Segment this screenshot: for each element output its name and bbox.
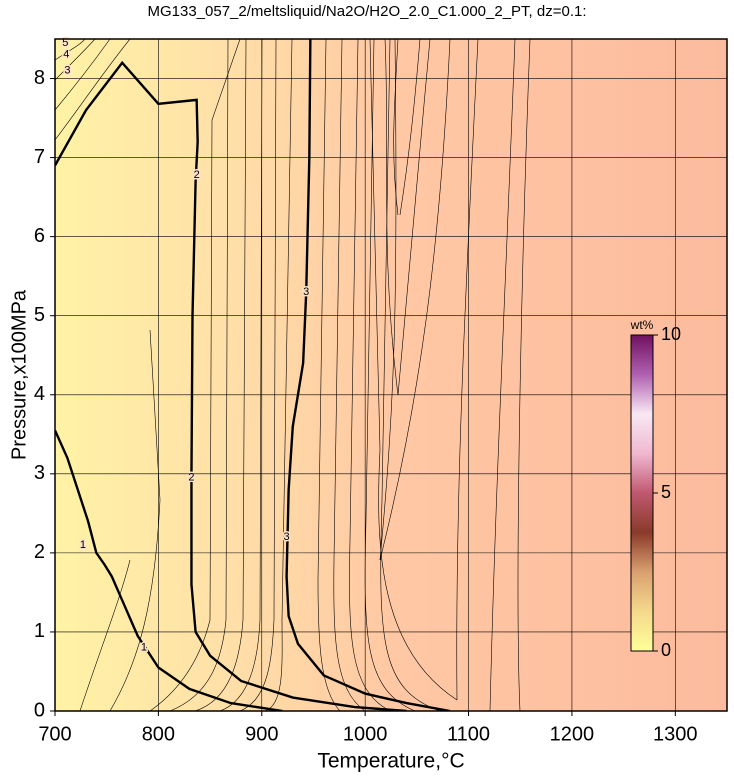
minor-contour: [149, 39, 241, 711]
contour-label: 1: [141, 642, 147, 654]
minor-contour: [264, 39, 293, 711]
minor-contour: [169, 39, 229, 711]
colorbar-label: wt%: [630, 318, 654, 332]
x-tick-label: 800: [142, 723, 175, 745]
minor-contour: [79, 559, 131, 711]
y-tick-label: 6: [34, 225, 45, 247]
y-tick-label: 5: [34, 304, 45, 326]
y-tick-label: 4: [34, 383, 45, 405]
contour-label: 2: [194, 169, 200, 181]
minor-contour: [55, 39, 131, 141]
x-tick-label: 1100: [447, 723, 490, 745]
minor-contour: [384, 39, 399, 396]
colorbar-tick-label: 5: [661, 482, 671, 502]
y-tick-label: 8: [34, 67, 45, 89]
contour-label: 2: [188, 472, 194, 484]
minor-contour: [333, 39, 366, 711]
minor-contour: [349, 39, 391, 711]
chart-title: MG133_057_2/meltsliquid/Na2O/H2O_2.0_C1.…: [147, 3, 586, 20]
x-axis-label: Temperature,°C: [317, 750, 464, 773]
x-tick-label: 1200: [550, 723, 595, 745]
y-tick-label: 1: [34, 620, 45, 642]
minor-contour: [369, 39, 458, 701]
contour-line: [55, 429, 283, 711]
minor-contour: [219, 39, 263, 711]
contour-label: 5: [62, 37, 68, 49]
y-axis-label: Pressure,x100MPa: [8, 289, 30, 460]
y-tick-label: 3: [34, 462, 45, 484]
contour-label: 3: [64, 65, 70, 77]
contour-label: 3: [303, 286, 309, 298]
colorbar: [630, 334, 654, 652]
minor-contour: [456, 39, 479, 701]
minor-contour: [380, 39, 441, 711]
x-tick-label: 1300: [653, 723, 698, 745]
y-tick-label: 7: [34, 146, 45, 168]
x-tick-label: 1000: [343, 723, 388, 745]
minor-contour: [393, 39, 421, 216]
contour-label: 3: [284, 531, 290, 543]
colorbar-tick-label: 10: [661, 324, 681, 344]
y-tick-label: 2: [34, 541, 45, 563]
minor-contour: [517, 39, 531, 711]
x-tick-label: 900: [245, 723, 278, 745]
contour-label: 4: [63, 49, 69, 61]
minor-contour: [194, 39, 247, 711]
colorbar-tick-label: 0: [661, 640, 671, 660]
contour-label: 1: [80, 539, 86, 551]
plot-frame: [54, 38, 728, 712]
plot-background: [55, 39, 727, 711]
minor-contour: [317, 39, 341, 711]
x-tick-label: 700: [38, 723, 71, 745]
minor-contour: [379, 39, 397, 561]
minor-contour: [109, 329, 161, 711]
y-tick-label: 0: [34, 699, 45, 721]
minor-contour: [489, 39, 516, 711]
minor-contour: [379, 39, 451, 561]
